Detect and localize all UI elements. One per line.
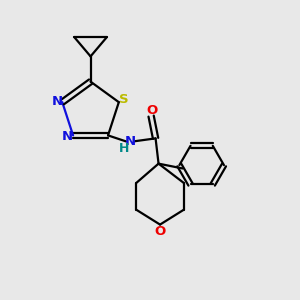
Text: O: O — [147, 104, 158, 117]
Text: H: H — [118, 142, 129, 155]
Text: O: O — [154, 225, 166, 238]
Text: N: N — [51, 95, 62, 108]
Text: N: N — [125, 135, 136, 148]
Text: N: N — [62, 130, 73, 143]
Text: S: S — [119, 93, 128, 106]
